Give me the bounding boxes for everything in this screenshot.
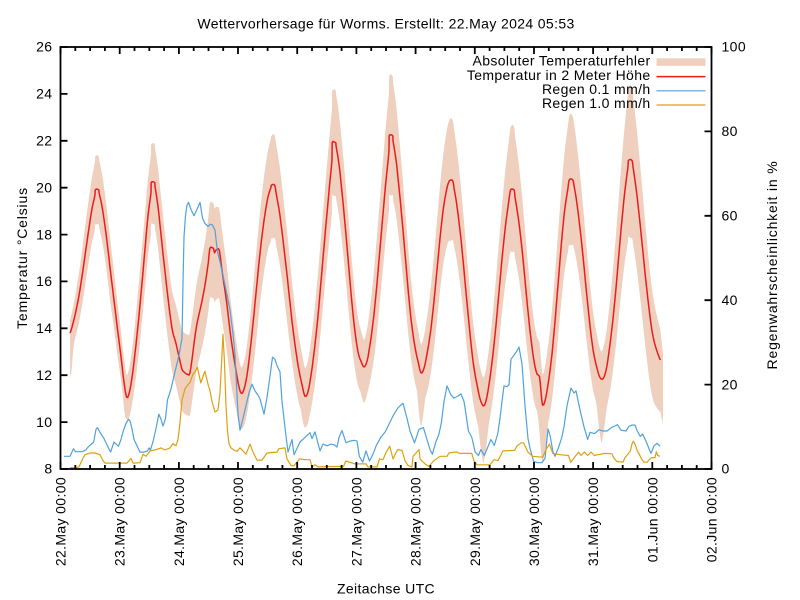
svg-text:16: 16 (36, 273, 52, 289)
svg-text:02.Jun 00:00: 02.Jun 00:00 (704, 477, 720, 562)
svg-text:31.May 00:00: 31.May 00:00 (585, 477, 601, 566)
svg-text:60: 60 (722, 208, 738, 224)
svg-text:01.Jun 00:00: 01.Jun 00:00 (644, 477, 660, 562)
svg-text:Zeitachse UTC: Zeitachse UTC (337, 581, 435, 597)
svg-text:100: 100 (722, 39, 747, 55)
svg-text:23.May 00:00: 23.May 00:00 (112, 477, 128, 566)
svg-text:8: 8 (44, 461, 52, 477)
svg-text:12: 12 (36, 367, 52, 383)
svg-text:Regenwahrscheinlichkeit in %: Regenwahrscheinlichkeit in % (764, 161, 780, 370)
svg-text:24: 24 (36, 86, 52, 102)
svg-text:Regen 0.1 mm/h: Regen 0.1 mm/h (542, 81, 651, 97)
svg-text:18: 18 (36, 226, 52, 242)
svg-text:22: 22 (36, 133, 52, 149)
svg-text:Absoluter Temperaturfehler: Absoluter Temperaturfehler (473, 53, 651, 69)
svg-text:20: 20 (36, 179, 52, 195)
svg-text:28.May 00:00: 28.May 00:00 (408, 477, 424, 566)
svg-text:14: 14 (36, 320, 52, 336)
svg-text:Temperatur in 2 Meter Höhe: Temperatur in 2 Meter Höhe (467, 67, 651, 83)
svg-text:10: 10 (36, 414, 52, 430)
svg-text:0: 0 (722, 461, 730, 477)
svg-text:25.May 00:00: 25.May 00:00 (230, 477, 246, 566)
svg-text:26.May 00:00: 26.May 00:00 (289, 477, 305, 566)
svg-text:26: 26 (36, 39, 52, 55)
svg-text:Temperatur °Celsius: Temperatur °Celsius (14, 187, 30, 329)
svg-text:30.May 00:00: 30.May 00:00 (526, 477, 542, 566)
svg-text:Regen 1.0 mm/h: Regen 1.0 mm/h (542, 95, 651, 111)
svg-text:80: 80 (722, 123, 738, 139)
svg-text:20: 20 (722, 376, 738, 392)
svg-text:22.May 00:00: 22.May 00:00 (53, 477, 69, 566)
svg-text:27.May 00:00: 27.May 00:00 (348, 477, 364, 566)
svg-text:40: 40 (722, 292, 738, 308)
svg-text:24.May 00:00: 24.May 00:00 (171, 477, 187, 566)
svg-text:29.May 00:00: 29.May 00:00 (467, 477, 483, 566)
svg-text:Wettervorhersage für Worms. Er: Wettervorhersage für Worms. Erstellt: 22… (197, 15, 574, 31)
